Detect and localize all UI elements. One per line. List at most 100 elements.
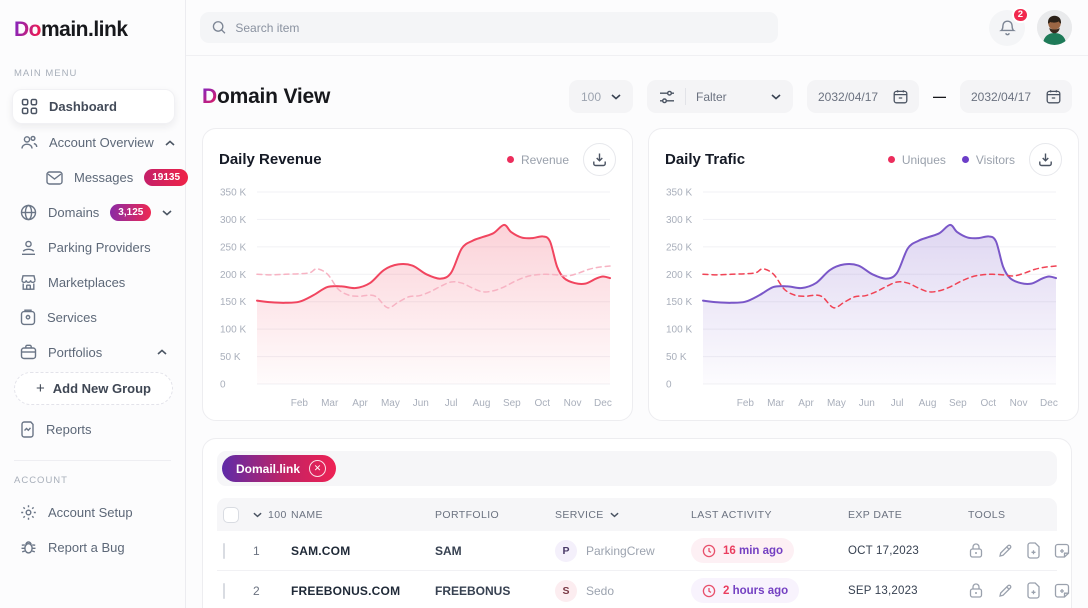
download-chart-button[interactable] (583, 143, 616, 176)
add-note-button[interactable] (1054, 583, 1070, 599)
column-header-service[interactable]: SERVICE (555, 509, 691, 521)
add-file-button[interactable] (1026, 542, 1041, 559)
sidebar-item-messages[interactable]: Messages 19135 (12, 161, 189, 194)
portfolio-name: FREEBONUS (435, 583, 511, 598)
svg-text:May: May (381, 398, 400, 409)
topbar: 2 (186, 0, 1088, 56)
sidebar-item-account-overview[interactable]: Account Overview (12, 126, 175, 159)
svg-text:Sep: Sep (949, 398, 967, 409)
sidebar-item-portfolios[interactable]: Portfolios (12, 336, 175, 368)
calendar-icon (1046, 90, 1061, 104)
lock-button[interactable] (968, 582, 984, 599)
sidebar-item-services[interactable]: Services (12, 301, 175, 334)
sidebar-item-label: Services (47, 310, 97, 325)
legend-dot (961, 156, 969, 163)
legend-dot (506, 156, 514, 163)
date-range-dash: — (933, 89, 946, 104)
download-chart-button[interactable] (1029, 143, 1062, 176)
svg-text:Nov: Nov (564, 398, 582, 409)
edit-button[interactable] (997, 543, 1013, 559)
main-menu-section-label: MAIN MENU (14, 68, 78, 79)
clock-icon (702, 544, 716, 557)
sidebar-item-account-setup[interactable]: Account Setup (12, 496, 175, 529)
legend-item: Visitors (961, 153, 1015, 167)
edit-button[interactable] (997, 583, 1013, 599)
search-input[interactable] (235, 20, 766, 35)
remove-chip-icon[interactable]: ✕ (309, 460, 327, 477)
download-icon (1039, 153, 1052, 167)
sidebar-divider (14, 460, 171, 461)
column-header-last-activity[interactable]: LAST ACTIVITY (691, 508, 772, 521)
date-to-picker[interactable]: 2032/04/17 (960, 80, 1072, 113)
svg-text:Mar: Mar (321, 398, 339, 409)
portfolio-name: SAM (435, 543, 462, 558)
domains-table-card: Domail.link ✕ 100 NAME PORTFOLIO (202, 438, 1072, 608)
daily-revenue-chart: 350 K 300 K 250 K 200 K 150 K 100 K 50 K 0 Feb Ma… (219, 180, 616, 412)
page-size-dropdown[interactable]: 100 (569, 80, 633, 113)
users-icon (21, 135, 38, 149)
chevron-down-icon (610, 512, 619, 517)
sidebar-item-report-a-bug[interactable]: Report a Bug (12, 531, 175, 564)
chevron-down-icon (771, 93, 781, 100)
sidebar-item-parking-providers[interactable]: Parking Providers (12, 231, 175, 264)
chevron-down-icon (162, 209, 172, 216)
lock-button[interactable] (968, 542, 984, 559)
daily-trafic-card: Daily Trafic Uniques Visitors 350 K 300 K 2… (648, 128, 1079, 421)
chip-label: Domail.link (236, 461, 301, 476)
table-header-row: 100 NAME PORTFOLIO SERVICE LAST ACTIVITY… (217, 498, 1057, 531)
last-activity-badge: 2 hours ago (691, 578, 800, 603)
page-title: Domain View (202, 85, 330, 109)
file-plus-icon (1027, 582, 1040, 599)
svg-text:300 K: 300 K (666, 215, 692, 226)
svg-text:Apr: Apr (798, 398, 814, 409)
services-icon (20, 309, 36, 326)
domain-filter-chip[interactable]: Domail.link ✕ (222, 455, 337, 482)
calendar-icon (893, 90, 908, 104)
main-area: 2 Domain View 100 (186, 0, 1088, 608)
sidebar-item-marketplaces[interactable]: Marketplaces (12, 266, 175, 299)
column-header-tools: TOOLS (968, 508, 1006, 521)
search-bar[interactable] (200, 12, 778, 43)
svg-text:0: 0 (666, 380, 672, 391)
svg-text:Feb: Feb (737, 398, 755, 409)
table-row: 2 FREEBONUS.COM FREEBONUS S Sedo 2 hours… (217, 571, 1070, 608)
svg-text:Feb: Feb (291, 398, 309, 409)
svg-text:250 K: 250 K (220, 242, 246, 253)
select-all-checkbox[interactable] (223, 506, 239, 523)
chart-title: Daily Revenue (219, 151, 322, 168)
row-checkbox[interactable] (223, 542, 225, 559)
sidebar-item-label: Messages (74, 170, 134, 185)
legend-item: Revenue (506, 153, 569, 167)
svg-text:Jul: Jul (445, 398, 458, 409)
service-name: Sedo (586, 583, 615, 598)
add-file-button[interactable] (1026, 582, 1041, 599)
table-page-size[interactable]: 100 (253, 509, 291, 521)
filter-dropdown[interactable]: Falter (647, 80, 793, 113)
tools-cell (968, 542, 1070, 559)
sidebar-item-dashboard[interactable]: Dashboard (12, 89, 175, 124)
row-checkbox[interactable] (223, 582, 225, 599)
svg-text:250 K: 250 K (666, 242, 692, 253)
chart-title: Daily Trafic (665, 151, 746, 168)
column-header-portfolio[interactable]: PORTFOLIO (435, 508, 500, 521)
date-from-picker[interactable]: 2032/04/17 (807, 80, 919, 113)
line-chart-svg: 350 K 300 K 250 K 200 K 150 K 100 K 50 K 0 Feb Ma… (220, 188, 612, 410)
sidebar-item-reports[interactable]: Reports (12, 413, 175, 446)
page-size-value: 100 (580, 89, 602, 104)
sidebar-item-domains[interactable]: Domains 3,125 (12, 196, 175, 229)
daily-revenue-card: Daily Revenue Revenue 350 K 300 K 250 K 200… (202, 128, 633, 421)
add-note-button[interactable] (1054, 543, 1070, 559)
sidebar-item-label: Portfolios (48, 344, 103, 360)
svg-text:Dec: Dec (594, 398, 612, 409)
add-new-group-button[interactable]: + Add New Group (14, 372, 173, 405)
svg-text:Mar: Mar (767, 398, 785, 409)
filter-label: Falter (696, 89, 727, 104)
service-avatar: S (555, 579, 577, 602)
column-header-exp-date[interactable]: EXP DATE (848, 508, 903, 521)
file-plus-icon (1027, 542, 1040, 559)
notification-count-badge: 2 (1011, 6, 1029, 23)
column-header-name[interactable]: NAME (291, 508, 323, 521)
parking-provider-icon (22, 240, 35, 255)
user-avatar[interactable] (1037, 10, 1072, 45)
row-number: 1 (253, 543, 260, 558)
